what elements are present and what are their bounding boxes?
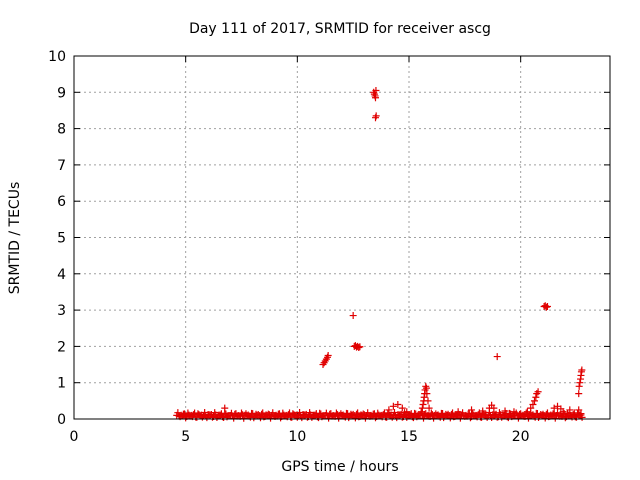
y-tick-label: 7 — [57, 158, 66, 174]
chart-title: Day 111 of 2017, SRMTID for receiver asc… — [189, 21, 491, 37]
data-point — [372, 86, 380, 94]
data-point — [575, 382, 583, 390]
data-point — [527, 404, 535, 412]
data-point — [454, 408, 462, 416]
y-tick-label: 0 — [57, 412, 66, 428]
data-point — [510, 408, 518, 416]
data-point — [221, 404, 229, 412]
data-point — [566, 406, 574, 414]
points-layer — [173, 86, 586, 422]
data-point — [523, 408, 531, 416]
y-tick-label: 9 — [57, 85, 66, 101]
x-axis-label: GPS time / hours — [281, 459, 398, 475]
x-tick-label: 5 — [181, 429, 190, 445]
data-point — [370, 90, 378, 98]
grid-layer — [74, 56, 610, 419]
data-point — [533, 390, 541, 398]
tick-layer: 0 1 2 3 4 5 6 7 8 9 10 0 5 10 15 20 — [48, 49, 610, 445]
x-tick-label: 10 — [288, 429, 306, 445]
data-point — [575, 406, 583, 414]
data-point — [542, 303, 550, 311]
data-point — [559, 408, 567, 416]
x-tick-label: 20 — [512, 429, 530, 445]
y-tick-label: 3 — [57, 303, 66, 319]
data-point — [356, 343, 364, 351]
data-point — [543, 302, 551, 310]
data-point — [423, 390, 431, 398]
x-tick-label: 0 — [70, 429, 79, 445]
data-point — [468, 406, 476, 414]
data-point — [355, 343, 363, 351]
data-point — [493, 353, 501, 361]
y-tick-label: 8 — [57, 122, 66, 138]
data-point — [256, 414, 264, 422]
data-point — [576, 379, 584, 387]
x-tick-label: 15 — [400, 429, 418, 445]
y-tick-label: 5 — [57, 231, 66, 247]
data-point — [578, 366, 586, 374]
data-point — [424, 397, 432, 405]
data-point — [550, 404, 558, 412]
data-point — [385, 406, 393, 414]
data-point — [418, 404, 426, 412]
data-point — [398, 404, 406, 412]
data-point — [541, 414, 549, 422]
data-point — [479, 407, 487, 415]
data-point — [286, 409, 294, 417]
data-point — [351, 414, 359, 422]
data-point — [419, 400, 427, 408]
data-point — [409, 414, 417, 422]
plot-frame — [73, 55, 611, 420]
data-point — [570, 411, 578, 419]
data-point — [534, 388, 542, 396]
y-tick-label: 10 — [48, 49, 66, 65]
data-point — [191, 409, 199, 417]
data-point — [349, 312, 357, 320]
data-point — [531, 397, 539, 405]
data-point — [578, 413, 586, 421]
data-point — [394, 400, 402, 408]
data-point — [421, 386, 429, 394]
data-point — [403, 408, 411, 416]
data-point — [324, 351, 332, 359]
data-point — [439, 410, 446, 418]
data-point — [529, 400, 537, 408]
data-point — [425, 404, 433, 412]
data-point — [575, 390, 583, 398]
data-point — [372, 114, 379, 122]
y-tick-label: 2 — [57, 339, 66, 355]
data-point — [380, 409, 388, 417]
data-point — [264, 410, 272, 418]
data-point — [372, 94, 379, 102]
data-point — [372, 112, 380, 120]
data-point — [446, 414, 454, 422]
data-point — [501, 407, 509, 415]
data-point — [389, 402, 397, 410]
y-tick-label: 4 — [57, 267, 66, 283]
y-axis-label: SRMTID / TECUs — [7, 182, 23, 295]
data-point — [315, 414, 323, 422]
y-tick-label: 1 — [57, 376, 66, 392]
data-point — [532, 393, 540, 401]
data-point — [359, 410, 367, 418]
data-point — [417, 408, 425, 416]
data-point — [504, 414, 512, 422]
y-tick-label: 6 — [57, 194, 66, 210]
data-point — [577, 410, 585, 418]
data-point — [490, 404, 498, 412]
data-point — [220, 414, 228, 422]
data-point — [422, 382, 430, 390]
data-point — [549, 410, 557, 418]
